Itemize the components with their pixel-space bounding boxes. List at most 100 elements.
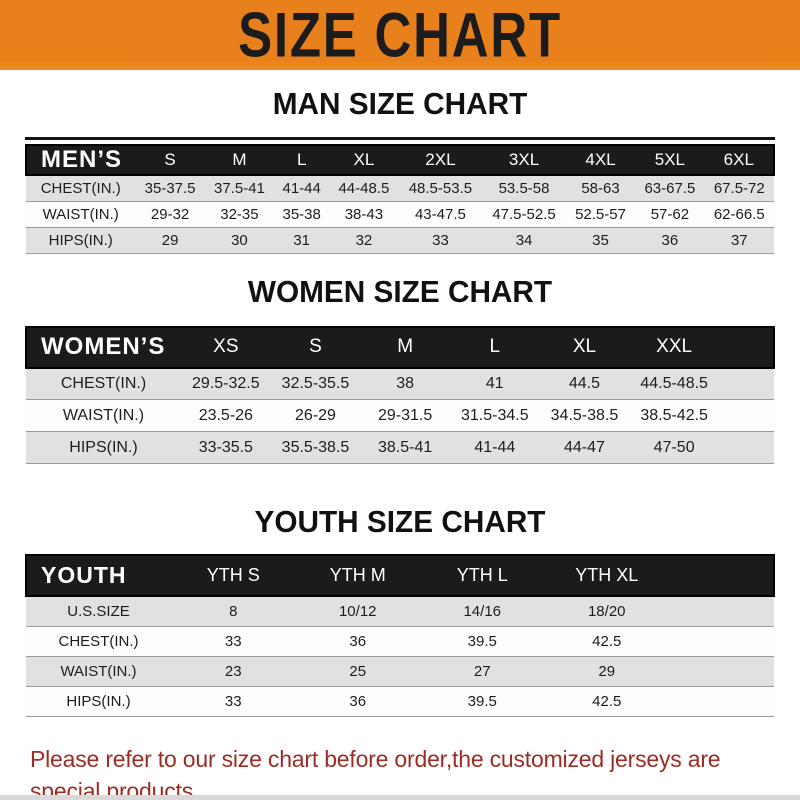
size-value-cell: 44.5-48.5 xyxy=(629,366,719,400)
size-value-cell: 53.5-58 xyxy=(482,174,566,202)
size-table-row: CHEST(IN.) 33 36 39.5 42.5 xyxy=(26,626,774,657)
filler-cell xyxy=(669,626,774,657)
size-value-cell: 38.5-42.5 xyxy=(629,399,719,432)
bottom-edge-strip xyxy=(0,795,800,800)
size-value-cell: 23 xyxy=(171,656,296,687)
size-table-row: WAIST(IN.) 29-32 32-35 35-38 38-43 43-47.5 47.… xyxy=(26,201,774,228)
size-value-cell: 36 xyxy=(295,626,420,657)
size-table-header-row: WOMEN’S XS S M L XL XXL xyxy=(25,325,775,369)
man-section-heading: MAN SIZE CHART xyxy=(272,86,528,121)
women-size-chart-section: WOMEN SIZE CHART WOMEN’S XS S M L XL XXL CHEST(… xyxy=(0,273,800,464)
size-column-header: YTH XL xyxy=(544,554,669,597)
size-column-header: S xyxy=(135,144,205,176)
size-column-header: L xyxy=(449,325,540,369)
size-value-cell: 18/20 xyxy=(544,595,669,627)
size-value-cell: 32 xyxy=(329,227,399,254)
size-column-header: XS xyxy=(181,325,271,369)
row-label-cell: HIPS(IN.) xyxy=(26,431,181,464)
row-label-cell: CHEST(IN.) xyxy=(26,626,171,657)
size-column-header: L xyxy=(274,144,330,176)
size-value-cell: 25 xyxy=(295,656,420,687)
filler-cell xyxy=(669,656,774,687)
size-value-cell: 42.5 xyxy=(544,686,669,717)
women-size-table: WOMEN’S XS S M L XL XXL CHEST(IN.) 29.5-32.5 32.5… xyxy=(25,325,775,464)
size-value-cell: 37 xyxy=(704,227,774,254)
size-value-cell: 44.5 xyxy=(539,366,630,400)
filler-cell xyxy=(719,431,774,464)
size-value-cell: 39.5 xyxy=(420,686,545,717)
size-value-cell: 52.5-57 xyxy=(565,201,636,228)
size-column-header: 2XL xyxy=(398,144,483,176)
row-label-cell: WAIST(IN.) xyxy=(26,656,171,687)
filler-cell xyxy=(669,554,775,597)
size-column-header: YTH L xyxy=(420,554,545,597)
size-value-cell: 47-50 xyxy=(629,431,719,464)
row-label-cell: U.S.SIZE xyxy=(26,595,171,627)
filler-cell xyxy=(719,366,774,400)
size-value-cell: 35 xyxy=(565,227,636,254)
size-value-cell: 34 xyxy=(482,227,566,254)
size-value-cell: 47.5-52.5 xyxy=(482,201,566,228)
size-chart-banner: SIZE CHART xyxy=(0,0,800,70)
disclaimer-line-1: Please refer to our size chart before or… xyxy=(30,745,721,800)
size-value-cell: 33 xyxy=(171,686,296,717)
size-value-cell: 33 xyxy=(398,227,483,254)
size-value-cell: 29 xyxy=(544,656,669,687)
size-value-cell: 36 xyxy=(635,227,705,254)
row-label-cell: CHEST(IN.) xyxy=(26,366,181,400)
size-value-cell: 42.5 xyxy=(544,626,669,657)
man-size-chart-section: MAN SIZE CHART MEN’S S M L XL 2XL 3XL 4XL 5XL 6XL… xyxy=(0,86,800,254)
size-column-header: 4XL xyxy=(565,144,636,176)
size-table-header-row: YOUTH YTH S YTH M YTH L YTH XL xyxy=(25,554,775,597)
men-table-wrap: MEN’S S M L XL 2XL 3XL 4XL 5XL 6XL CHEST(IN.) 35-37… xyxy=(24,137,776,254)
size-value-cell: 41-44 xyxy=(449,431,540,464)
size-value-cell: 29.5-32.5 xyxy=(181,366,271,400)
size-value-cell: 35-37.5 xyxy=(135,174,205,202)
youth-table-wrap: YOUTH YTH S YTH M YTH L YTH XL U.S.SIZE 8 10/12… xyxy=(25,554,775,717)
row-label-cell: CHEST(IN.) xyxy=(26,174,136,202)
size-value-cell: 58-63 xyxy=(565,174,636,202)
size-value-cell: 14/16 xyxy=(420,595,545,627)
size-value-cell: 32-35 xyxy=(204,201,275,228)
size-table-row: HIPS(IN.) 33-35.5 35.5-38.5 38.5-41 41-44 44-… xyxy=(26,431,774,464)
size-column-header: XXL xyxy=(629,325,719,369)
size-value-cell: 10/12 xyxy=(295,595,420,627)
size-value-cell: 27 xyxy=(420,656,545,687)
size-value-cell: 39.5 xyxy=(420,626,545,657)
size-value-cell: 63-67.5 xyxy=(635,174,705,202)
size-value-cell: 23.5-26 xyxy=(181,399,271,432)
youth-section-heading: YOUTH SIZE CHART xyxy=(254,504,546,539)
size-column-header: 6XL xyxy=(704,144,776,176)
size-table-row: HIPS(IN.) 33 36 39.5 42.5 xyxy=(26,686,774,717)
size-value-cell: 36 xyxy=(295,686,420,717)
size-value-cell: 30 xyxy=(204,227,275,254)
size-value-cell: 29 xyxy=(135,227,205,254)
size-column-header: S xyxy=(270,325,361,369)
youth-size-chart-section: YOUTH SIZE CHART YOUTH YTH S YTH M YTH L YTH… xyxy=(0,504,800,717)
size-value-cell: 41-44 xyxy=(274,174,330,202)
row-label-cell: WAIST(IN.) xyxy=(26,201,136,228)
table-title-cell: WOMEN’S xyxy=(25,325,181,369)
size-table-row: HIPS(IN.) 29 30 31 32 33 34 35 36 37 xyxy=(26,227,774,254)
size-value-cell: 8 xyxy=(171,595,296,627)
size-value-cell: 41 xyxy=(449,366,540,400)
women-table-wrap: WOMEN’S XS S M L XL XXL CHEST(IN.) 29.5-32.5 32.5… xyxy=(25,325,775,464)
size-value-cell: 38.5-41 xyxy=(360,431,450,464)
table-title-cell: MEN’S xyxy=(24,144,136,176)
size-value-cell: 35.5-38.5 xyxy=(270,431,361,464)
youth-size-table: YOUTH YTH S YTH M YTH L YTH XL U.S.SIZE 8 10/12… xyxy=(25,554,775,717)
order-disclaimer-note: Please refer to our size chart before or… xyxy=(30,743,772,800)
men-size-table: MEN’S S M L XL 2XL 3XL 4XL 5XL 6XL CHEST(IN.) 35-37… xyxy=(24,144,776,254)
size-value-cell: 37.5-41 xyxy=(204,174,275,202)
row-label-cell: HIPS(IN.) xyxy=(26,227,136,254)
size-value-cell: 48.5-53.5 xyxy=(398,174,483,202)
size-column-header: M xyxy=(204,144,275,176)
women-section-heading: WOMEN SIZE CHART xyxy=(247,273,553,309)
size-column-header: YTH M xyxy=(295,554,420,597)
size-value-cell: 67.5-72 xyxy=(704,174,774,202)
size-value-cell: 38 xyxy=(360,366,450,400)
size-value-cell: 29-32 xyxy=(135,201,205,228)
filler-cell xyxy=(719,325,775,369)
filler-cell xyxy=(719,399,774,432)
filler-cell xyxy=(669,595,774,627)
